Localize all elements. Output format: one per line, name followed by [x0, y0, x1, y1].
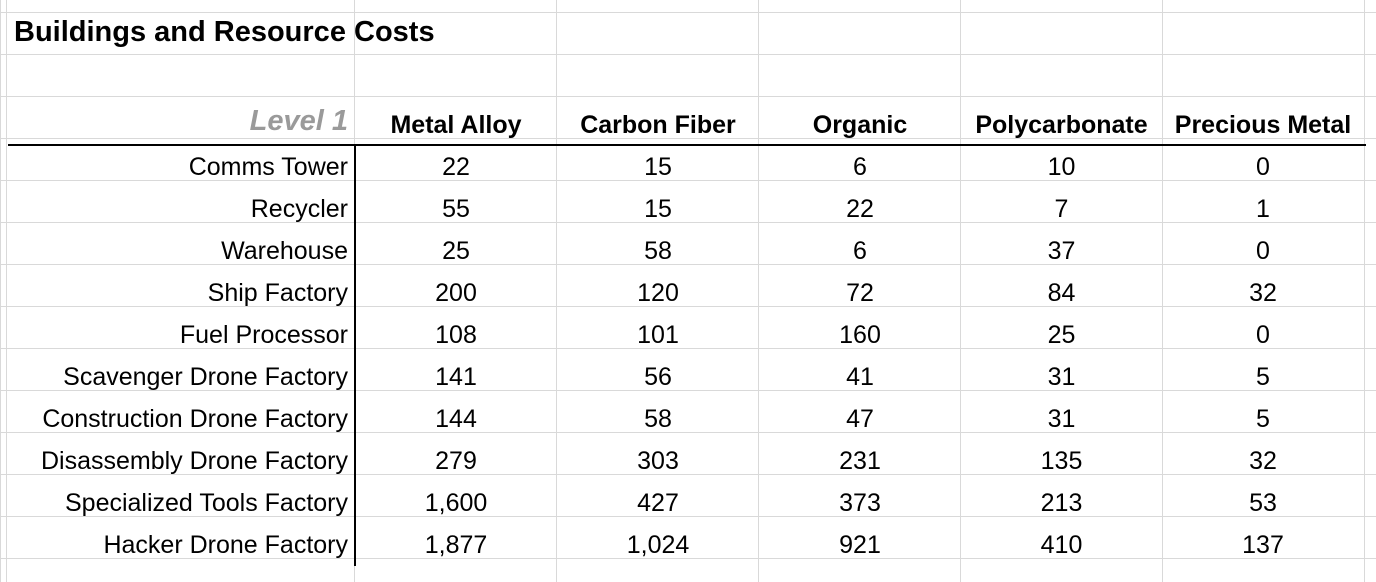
table-cell[interactable]: 72: [846, 279, 874, 307]
table-cell[interactable]: 6: [853, 237, 867, 265]
table-cell[interactable]: 160: [839, 321, 881, 349]
gridline-vertical: [556, 0, 557, 582]
table-cell[interactable]: 141: [435, 363, 477, 391]
row-name-specialized-tools-factory[interactable]: Specialized Tools Factory: [64, 489, 348, 517]
column-header-metal-alloy[interactable]: Metal Alloy: [390, 111, 522, 139]
table-cell[interactable]: 37: [1047, 237, 1076, 265]
table-cell[interactable]: 0: [1256, 237, 1270, 265]
gridline-vertical: [960, 0, 961, 582]
table-cell[interactable]: 25: [1047, 321, 1076, 349]
table-cell[interactable]: 32: [1249, 279, 1277, 307]
column-header-carbon-fiber[interactable]: Carbon Fiber: [580, 111, 736, 139]
table-cell[interactable]: 32: [1249, 447, 1277, 475]
table-cell[interactable]: 427: [637, 489, 679, 517]
row-name-fuel-processor[interactable]: Fuel Processor: [179, 321, 348, 349]
table-cell[interactable]: 0: [1256, 153, 1270, 181]
table-cell[interactable]: 1,024: [626, 531, 690, 559]
header-bottom-border: [8, 144, 1366, 146]
row-name-comms-tower[interactable]: Comms Tower: [188, 153, 348, 181]
table-cell[interactable]: 5: [1256, 405, 1270, 433]
row-name-recycler[interactable]: Recycler: [250, 195, 348, 223]
table-cell[interactable]: 144: [435, 405, 477, 433]
table-cell[interactable]: 41: [846, 363, 874, 391]
table-cell[interactable]: 1,877: [424, 531, 488, 559]
table-cell[interactable]: 231: [839, 447, 881, 475]
gridline-vertical: [758, 0, 759, 582]
table-cell[interactable]: 15: [644, 195, 672, 223]
table-cell[interactable]: 15: [644, 153, 672, 181]
table-cell[interactable]: 7: [1054, 195, 1069, 223]
table-cell[interactable]: 213: [1040, 489, 1083, 517]
table-cell[interactable]: 200: [435, 279, 477, 307]
table-cell[interactable]: 22: [442, 153, 470, 181]
table-cell[interactable]: 6: [853, 153, 867, 181]
table-cell[interactable]: 1,600: [424, 489, 488, 517]
table-cell[interactable]: 373: [839, 489, 881, 517]
table-cell[interactable]: 5: [1256, 363, 1270, 391]
table-cell[interactable]: 55: [442, 195, 470, 223]
table-cell[interactable]: 47: [846, 405, 874, 433]
row-name-scavenger-drone-factory[interactable]: Scavenger Drone Factory: [63, 363, 348, 391]
level-label[interactable]: Level 1: [249, 105, 348, 137]
table-cell[interactable]: 279: [435, 447, 477, 475]
table-cell[interactable]: 84: [1047, 279, 1076, 307]
table-cell[interactable]: 10: [1047, 153, 1076, 181]
row-name-ship-factory[interactable]: Ship Factory: [207, 279, 348, 307]
row-name-construction-drone-factory[interactable]: Construction Drone Factory: [42, 405, 348, 433]
table-cell[interactable]: 303: [637, 447, 679, 475]
table-cell[interactable]: 31: [1047, 405, 1076, 433]
row-names-right-border: [354, 146, 356, 566]
gridline-vertical: [1162, 0, 1163, 582]
row-name-disassembly-drone-factory[interactable]: Disassembly Drone Factory: [40, 447, 348, 475]
gridline-vertical: [6, 0, 7, 582]
gridline-vertical: [1364, 0, 1365, 582]
table-cell[interactable]: 108: [435, 321, 477, 349]
table-cell[interactable]: 53: [1249, 489, 1277, 517]
table-cell[interactable]: 137: [1242, 531, 1284, 559]
table-cell[interactable]: 22: [846, 195, 874, 223]
column-header-polycarbonate[interactable]: Polycarbonate: [975, 111, 1148, 139]
table-cell[interactable]: 58: [644, 237, 672, 265]
table-cell[interactable]: 0: [1256, 321, 1270, 349]
table-cell[interactable]: 31: [1047, 363, 1076, 391]
sheet-title[interactable]: Buildings and Resource Costs: [14, 16, 435, 48]
column-header-precious-metal[interactable]: Precious Metal: [1174, 111, 1352, 139]
table-cell[interactable]: 120: [637, 279, 679, 307]
table-cell[interactable]: 101: [637, 321, 679, 349]
table-cell[interactable]: 1: [1256, 195, 1270, 223]
row-name-hacker-drone-factory[interactable]: Hacker Drone Factory: [103, 531, 348, 559]
column-header-organic[interactable]: Organic: [812, 111, 908, 139]
table-cell[interactable]: 410: [1040, 531, 1083, 559]
table-cell[interactable]: 921: [839, 531, 881, 559]
table-cell[interactable]: 135: [1040, 447, 1083, 475]
table-cell[interactable]: 25: [442, 237, 470, 265]
table-cell[interactable]: 56: [644, 363, 672, 391]
table-cell[interactable]: 58: [644, 405, 672, 433]
row-name-warehouse[interactable]: Warehouse: [221, 237, 348, 265]
